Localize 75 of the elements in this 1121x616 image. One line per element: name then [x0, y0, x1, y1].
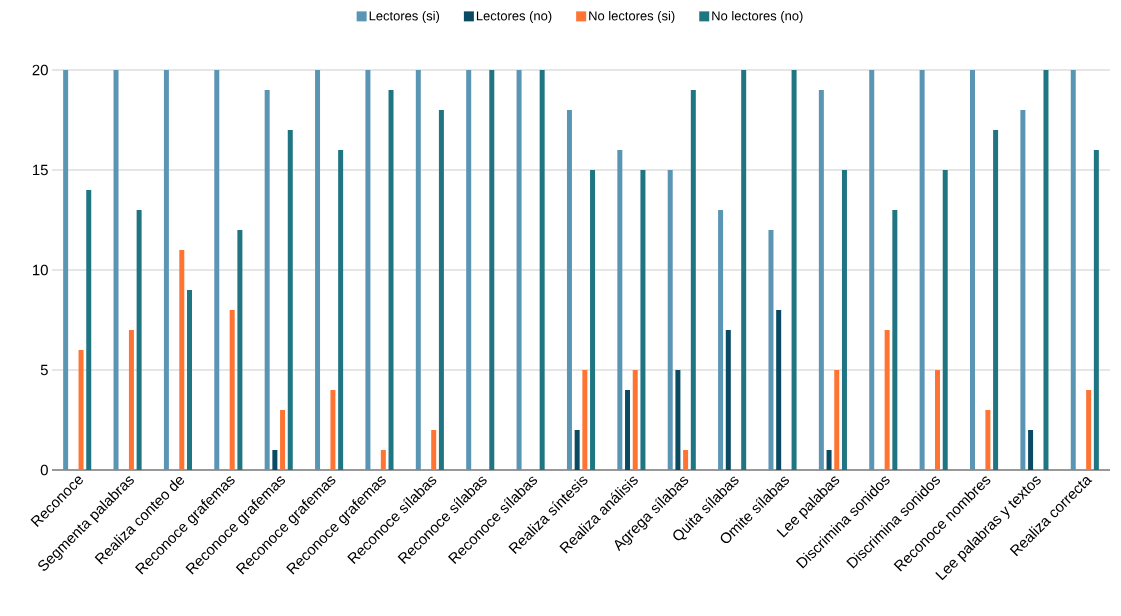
bar — [431, 430, 437, 470]
bar — [683, 450, 689, 470]
bar — [1043, 70, 1049, 470]
bar — [86, 190, 92, 470]
bar — [690, 90, 696, 470]
bar — [187, 290, 192, 470]
bar — [237, 230, 243, 470]
bar — [718, 210, 724, 470]
bar — [826, 450, 832, 470]
bar — [128, 330, 134, 470]
bar — [768, 230, 774, 470]
bar — [582, 370, 588, 470]
bar — [539, 70, 545, 470]
bar — [776, 310, 782, 470]
bar — [229, 310, 235, 470]
bar — [640, 170, 646, 470]
bar — [566, 110, 572, 470]
bar — [935, 370, 941, 470]
bar — [466, 70, 472, 470]
bar — [675, 370, 681, 470]
bar — [136, 210, 142, 470]
bar — [179, 250, 185, 470]
bar — [516, 70, 522, 470]
bar — [970, 70, 975, 470]
bar — [1028, 430, 1034, 470]
bar — [1086, 390, 1092, 470]
bar — [590, 170, 596, 470]
legend-label: Lectores (no) — [476, 10, 552, 23]
bar — [993, 130, 999, 470]
bar — [113, 70, 119, 470]
bar — [892, 210, 898, 470]
bar — [574, 430, 580, 470]
bar — [919, 70, 925, 470]
bar — [869, 70, 875, 470]
bar — [365, 70, 371, 470]
bar — [667, 170, 673, 470]
bar — [280, 410, 286, 470]
bar — [264, 90, 270, 470]
y-tick-label: 15 — [33, 164, 48, 176]
y-tick-label: 20 — [32, 64, 48, 76]
y-tick-label: 0 — [40, 464, 48, 476]
bar — [1020, 110, 1026, 470]
bar — [884, 330, 890, 470]
bar — [380, 450, 386, 470]
legend-label: No lectores (si) — [589, 10, 675, 23]
bar — [214, 70, 220, 470]
legend-label: Lectores (si) — [369, 10, 440, 23]
bar — [617, 150, 623, 470]
bar — [415, 70, 421, 470]
bar — [489, 70, 495, 470]
bar — [287, 130, 293, 470]
bar — [841, 170, 847, 470]
bar — [985, 410, 991, 470]
bar — [942, 170, 948, 470]
bar — [725, 330, 731, 470]
bar — [163, 70, 169, 470]
bar — [818, 90, 824, 470]
bar — [338, 150, 344, 470]
bar — [741, 70, 747, 470]
bar — [1093, 150, 1099, 470]
bar — [315, 70, 321, 470]
y-tick-label: 10 — [33, 264, 48, 276]
bar — [78, 350, 84, 470]
bar — [834, 370, 840, 470]
bar — [438, 110, 444, 470]
bar — [632, 370, 638, 470]
bar — [63, 70, 69, 470]
bar — [330, 390, 336, 470]
legend-label: No lectores (no) — [712, 10, 803, 23]
bar — [1070, 70, 1076, 470]
bar — [625, 390, 631, 470]
bar — [272, 450, 278, 470]
bar — [791, 70, 797, 470]
bar — [388, 90, 394, 470]
y-tick-label: 5 — [40, 364, 48, 376]
